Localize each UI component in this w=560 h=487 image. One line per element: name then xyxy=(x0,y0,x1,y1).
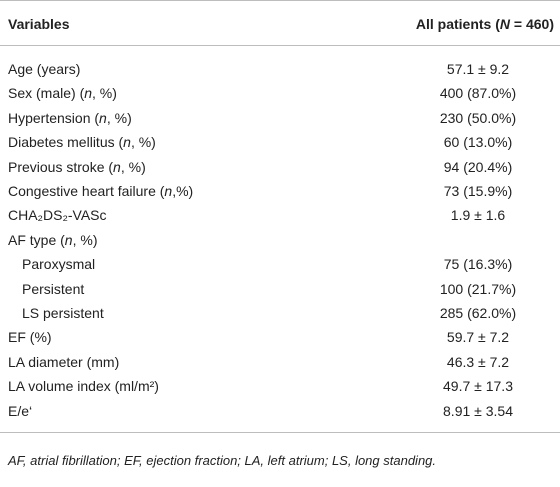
text-segment: n xyxy=(84,85,93,102)
row-value: 59.7 ± 7.2 xyxy=(446,329,510,346)
text-segment: Previous stroke ( xyxy=(8,158,114,175)
row-value: 46.3 ± 7.2 xyxy=(446,353,510,370)
row-value: 100 (21.7%) xyxy=(439,280,517,297)
text-segment: CHA₂DS₂-VASc xyxy=(8,207,107,224)
text-segment: = 460) xyxy=(510,16,554,32)
row-label: LS persistent xyxy=(22,304,104,322)
row-value: 57.1 ± 9.2 xyxy=(446,61,510,77)
row-label: Previous stroke (n, %) xyxy=(8,158,146,176)
footnote: AF, atrial fibrillation; EF, ejection fr… xyxy=(8,453,437,468)
row-label: Paroxysmal xyxy=(22,255,95,273)
text-segment: AF type ( xyxy=(8,231,65,248)
text-segment: n xyxy=(123,134,131,151)
row-label: LA diameter (mm) xyxy=(8,353,119,371)
text-segment: , %) xyxy=(106,109,132,126)
row-label: CHA₂DS₂-VASc xyxy=(8,206,107,224)
text-segment: n xyxy=(64,231,73,248)
text-segment: All patients ( xyxy=(415,16,500,32)
row-value: 73 (15.9%) xyxy=(443,183,513,199)
text-segment: Persistent xyxy=(22,280,85,297)
row-value: 285 (62.0%) xyxy=(439,305,517,321)
row-label: AF type (n, %) xyxy=(8,231,97,249)
row-label: E/e‘ xyxy=(8,402,32,420)
row-label: Hypertension (n, %) xyxy=(8,109,132,127)
text-segment: Diabetes mellitus ( xyxy=(8,134,124,151)
text-segment: , %) xyxy=(72,231,98,248)
row-label: Congestive heart failure (n,%) xyxy=(8,182,193,200)
row-value: 94 (20.4%) xyxy=(443,158,513,175)
text-segment: Paroxysmal xyxy=(22,256,96,273)
row-value: 230 (50.0%) xyxy=(439,109,517,126)
row-label: Age (years) xyxy=(8,60,80,78)
header-value: All patients (N = 460) xyxy=(416,15,554,33)
text-segment: Sex (male) ( xyxy=(8,85,85,102)
text-segment: LS persistent xyxy=(22,305,104,321)
row-label: Sex (male) (n, %) xyxy=(8,84,117,102)
row-label: EF (%) xyxy=(8,328,52,346)
text-segment: E/e‘ xyxy=(8,402,33,419)
text-segment: ,%) xyxy=(172,183,194,199)
row-value: 60 (13.0%) xyxy=(443,134,513,151)
text-segment: N xyxy=(499,16,511,32)
text-segment: , %) xyxy=(92,85,117,102)
header-label: Variables xyxy=(8,15,70,33)
row-value: 400 (87.0%) xyxy=(439,85,517,102)
text-segment: Age (years) xyxy=(8,61,81,77)
text-segment: EF (%) xyxy=(8,329,52,346)
text-segment: Congestive heart failure ( xyxy=(8,183,165,199)
row-value: 49.7 ± 17.3 xyxy=(443,378,513,395)
row-label: LA volume index (ml/m²) xyxy=(8,377,159,395)
text-segment: LA diameter (mm) xyxy=(8,353,120,370)
text-segment: LA volume index (ml/m²) xyxy=(8,378,159,395)
text-segment: Hypertension ( xyxy=(8,109,100,126)
row-label: Diabetes mellitus (n, %) xyxy=(8,133,156,151)
text-segment: n xyxy=(99,109,107,126)
bottom-rule xyxy=(0,432,560,433)
row-label: Persistent xyxy=(22,280,84,298)
top-rule xyxy=(0,0,560,1)
row-value: 8.91 ± 3.54 xyxy=(443,402,513,419)
row-value: 75 (16.3%) xyxy=(443,256,513,273)
text-segment: Variables xyxy=(8,16,70,32)
text-segment: , %) xyxy=(130,134,156,151)
text-segment: n xyxy=(164,183,173,199)
row-value: 1.9 ± 1.6 xyxy=(450,207,506,224)
text-segment: , %) xyxy=(120,158,146,175)
header-rule xyxy=(0,45,560,46)
text-segment: n xyxy=(113,158,121,175)
